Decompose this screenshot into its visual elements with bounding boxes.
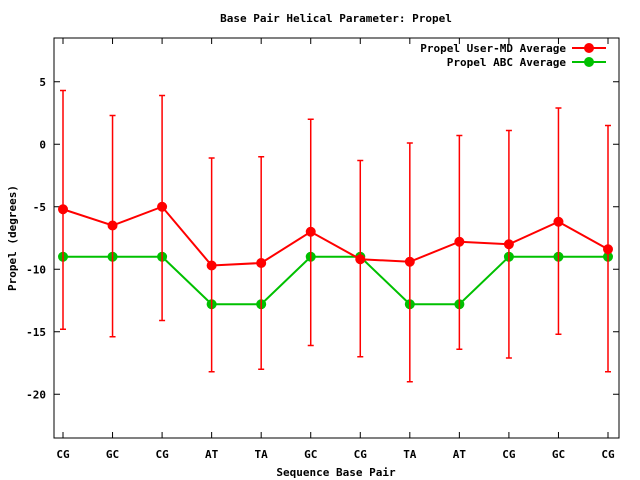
y-tick-label: -10 (26, 263, 46, 276)
data-point (206, 260, 217, 271)
legend-label: Propel ABC Average (447, 56, 567, 69)
series-abc (58, 251, 613, 310)
data-point (355, 254, 366, 265)
x-tick-label: CG (56, 448, 70, 461)
x-tick-label: CG (601, 448, 615, 461)
data-point (58, 204, 68, 215)
y-tick-label: 0 (39, 138, 46, 151)
data-point (404, 256, 415, 267)
series-layer (58, 89, 613, 383)
data-point (454, 236, 465, 247)
plot-frame (53, 37, 620, 439)
data-point (503, 239, 514, 250)
legend-marker (584, 43, 594, 53)
legend-label: Propel User-MD Average (420, 42, 566, 55)
series-line (62, 205, 609, 267)
chart-title: Base Pair Helical Parameter: Propel (220, 12, 452, 25)
x-tick-label: TA (255, 448, 269, 461)
x-tick-label: CG (155, 448, 169, 461)
y-tick-label: -15 (26, 326, 46, 339)
y-tick-label: -5 (33, 201, 46, 214)
x-tick-label: GC (304, 448, 317, 461)
x-tick-label: TA (403, 448, 417, 461)
data-point (107, 220, 118, 231)
x-axis-label: Sequence Base Pair (276, 466, 396, 479)
x-tick-label: GC (106, 448, 119, 461)
data-point (305, 226, 316, 237)
data-point (256, 258, 267, 268)
series-user-md (58, 89, 613, 383)
y-axis-label: Propel (degrees) (6, 185, 19, 291)
y-tick-label: -20 (26, 388, 46, 401)
y-tick-label: 5 (39, 76, 46, 89)
series-line (63, 255, 608, 306)
x-tick-label: CG (354, 448, 368, 461)
y-axis: 5 0 -5 -10 -15 -20 (26, 76, 619, 401)
data-point (157, 201, 168, 212)
x-tick-label: AT (205, 448, 219, 461)
legend-marker (584, 57, 594, 67)
data-point (553, 216, 564, 227)
x-tick-label: CG (502, 448, 516, 461)
data-point (603, 244, 613, 255)
x-tick-label: GC (552, 448, 565, 461)
x-axis: CG GC CG AT TA GC CG TA AT CG GC CG (56, 38, 615, 461)
x-tick-label: AT (453, 448, 467, 461)
